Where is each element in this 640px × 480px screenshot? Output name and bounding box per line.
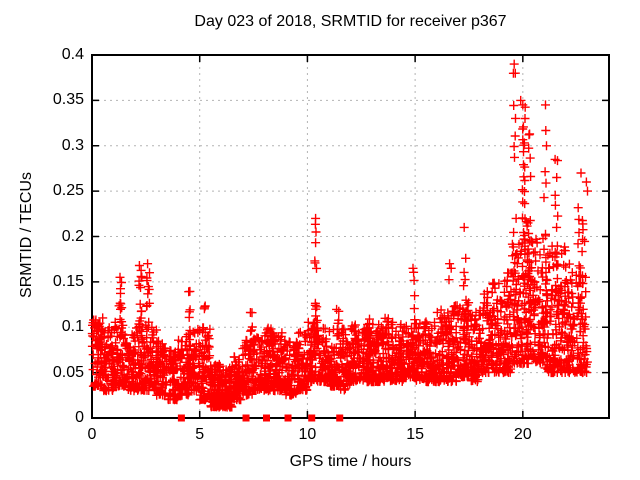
data-points-plus (87, 59, 592, 412)
x-tick-label: 0 (87, 426, 97, 443)
y-tick-label: 0.15 (52, 272, 84, 290)
y-tick-label: 0.2 (61, 227, 84, 245)
y-tick-label: 0.35 (52, 91, 84, 109)
data-points-square (177, 414, 344, 422)
y-tick-label: 0.1 (61, 318, 84, 336)
x-axis-label: GPS time / hours (289, 453, 412, 470)
x-tick-label: 5 (195, 426, 205, 443)
x-tick-label: 15 (406, 426, 425, 443)
plot-border (91, 54, 610, 419)
y-tick-label: 0.4 (61, 46, 84, 63)
x-tick-label: 20 (513, 426, 532, 443)
y-tick-label: 0.3 (61, 136, 84, 154)
x-tick-label: 10 (298, 426, 317, 443)
y-tick-label: 0.25 (52, 182, 84, 200)
y-tick-label: 0.05 (52, 363, 84, 381)
y-tick-label: 0 (75, 409, 84, 426)
chart-title: Day 023 of 2018, SRMTID for receiver p36… (194, 13, 507, 30)
